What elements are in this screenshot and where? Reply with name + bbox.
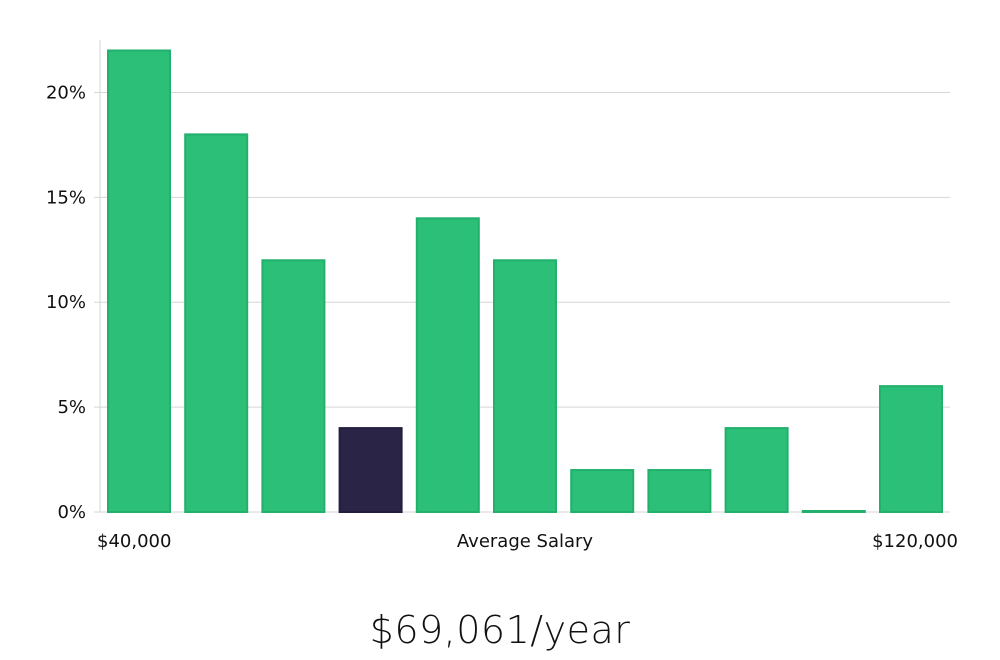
- average-salary-value: $69,061/year: [369, 608, 631, 652]
- y-tick-label: 5%: [57, 397, 86, 418]
- bar: [415, 217, 480, 514]
- bar: [801, 510, 866, 513]
- y-tick-label: 20%: [46, 82, 86, 103]
- x-max-label: $120,000: [872, 531, 958, 552]
- x-min-label: $40,000: [97, 531, 171, 552]
- bar: [879, 385, 943, 513]
- bar: [724, 427, 789, 514]
- y-tick-labels: 0% 5% 10% 15% 20%: [46, 82, 86, 523]
- y-tick-label: 0%: [57, 502, 86, 523]
- bar: [107, 49, 171, 513]
- bar-highlighted: [338, 427, 403, 514]
- bar: [184, 133, 249, 513]
- y-tick-label: 10%: [46, 292, 86, 313]
- x-axis-title: Average Salary: [457, 531, 594, 552]
- bar: [570, 469, 635, 513]
- bar: [493, 259, 557, 513]
- bar: [647, 469, 712, 513]
- x-axis-labels: $40,000 Average Salary $120,000: [97, 531, 958, 552]
- y-tick-label: 15%: [46, 187, 86, 208]
- bars: [107, 49, 943, 514]
- salary-histogram: 0% 5% 10% 15% 20% $40,000 Average Salary $12…: [46, 40, 958, 552]
- bar: [261, 259, 326, 513]
